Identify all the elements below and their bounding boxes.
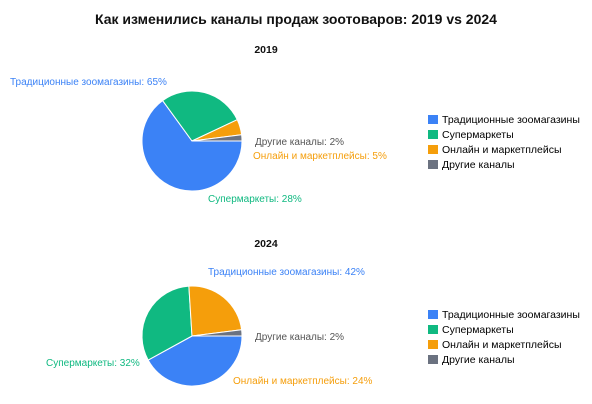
- legend-item[interactable]: Онлайн и маркетплейсы: [428, 142, 580, 157]
- legend-label: Супермаркеты: [442, 128, 514, 141]
- pie-slice-2024-4[interactable]: [191, 329, 243, 337]
- legend-2024: Традиционные зоомагазины Супермаркеты Он…: [428, 307, 580, 367]
- pie-slice-2019-4[interactable]: [191, 134, 243, 142]
- legend-item[interactable]: Традиционные зоомагазины: [428, 112, 580, 127]
- legend-label: Онлайн и маркетплейсы: [442, 143, 562, 156]
- legend-swatch: [428, 145, 438, 154]
- legend-item[interactable]: Супермаркеты: [428, 322, 580, 337]
- data-label-2019-2: Супермаркеты: 28%: [208, 194, 302, 205]
- legend-item[interactable]: Другие каналы: [428, 352, 580, 367]
- legend-item[interactable]: Другие каналы: [428, 157, 580, 172]
- data-label-2024-3: Онлайн и маркетплейсы: 24%: [233, 376, 373, 387]
- legend-label: Другие каналы: [442, 158, 515, 171]
- pie-2024-title: 2024: [254, 238, 278, 250]
- legend-item[interactable]: Онлайн и маркетплейсы: [428, 337, 580, 352]
- pie-2019-title: 2019: [254, 44, 278, 56]
- legend-swatch: [428, 160, 438, 169]
- pie-slice-2019-1[interactable]: [141, 99, 243, 192]
- data-label-2019-1: Традиционные зоомагазины: 65%: [10, 77, 167, 88]
- legend-label: Традиционные зоомагазины: [442, 113, 580, 126]
- data-label-2019-4: Другие каналы: 2%: [255, 137, 344, 148]
- legend-2019: Традиционные зоомагазины Супермаркеты Он…: [428, 112, 580, 172]
- legend-label: Онлайн и маркетплейсы: [442, 338, 562, 351]
- data-label-2024-2: Супермаркеты: 32%: [46, 358, 140, 369]
- legend-swatch: [428, 340, 438, 349]
- legend-item[interactable]: Традиционные зоомагазины: [428, 307, 580, 322]
- data-label-2024-4: Другие каналы: 2%: [255, 332, 344, 343]
- legend-swatch: [428, 355, 438, 364]
- data-label-2019-3: Онлайн и маркетплейсы: 5%: [253, 151, 387, 162]
- legend-swatch: [428, 325, 438, 334]
- legend-swatch: [428, 115, 438, 124]
- data-label-2024-1: Традиционные зоомагазины: 42%: [208, 267, 365, 278]
- chart-title: Как изменились каналы продаж зоотоваров:…: [95, 11, 497, 27]
- pie-slice-2019-2[interactable]: [161, 90, 238, 142]
- legend-swatch: [428, 130, 438, 139]
- pie-slice-2024-2[interactable]: [141, 285, 193, 361]
- pie-slice-2024-1[interactable]: [147, 335, 243, 387]
- legend-item[interactable]: Супермаркеты: [428, 127, 580, 142]
- legend-label: Другие каналы: [442, 353, 515, 366]
- pie-slice-2024-3[interactable]: [188, 285, 243, 337]
- legend-label: Традиционные зоомагазины: [442, 308, 580, 321]
- legend-swatch: [428, 310, 438, 319]
- legend-label: Супермаркеты: [442, 323, 514, 336]
